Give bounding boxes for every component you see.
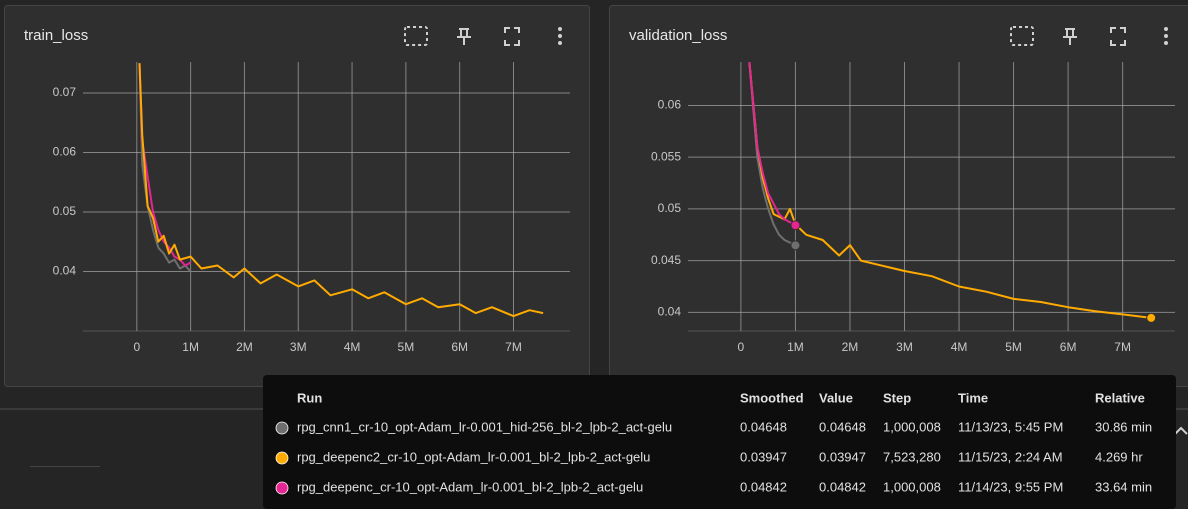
table-cell: 11/14/23, 9:55 PM [958, 479, 1063, 494]
y-tick-label: 0.05 [53, 204, 77, 218]
x-tick-label: 4M [344, 340, 361, 354]
x-tick-label: 1M [787, 340, 804, 354]
table-cell: 0.04842 [819, 479, 866, 494]
column-header: Relative [1095, 390, 1145, 405]
table-cell: 0.04648 [740, 419, 787, 434]
table-cell: 1,000,008 [883, 479, 941, 494]
series-line [748, 62, 1152, 319]
series-line [138, 63, 192, 267]
series-group [138, 63, 544, 318]
x-tick-label: 5M [398, 340, 415, 354]
x-tick-label: 6M [451, 340, 468, 354]
x-tick-label: 6M [1060, 340, 1077, 354]
table-cell: 33.64 min [1095, 479, 1152, 494]
x-tick-label: 0 [738, 340, 745, 354]
y-tick-label: 0.04 [53, 264, 77, 278]
table-cell: 11/15/23, 2:24 AM [958, 449, 1063, 464]
table-cell: rpg_deepenc2_cr-10_opt-Adam_lr-0.001_bl-… [297, 449, 650, 464]
card [609, 5, 1188, 387]
y-tick-label: 0.045 [651, 253, 681, 267]
collapse-icon[interactable] [1174, 426, 1188, 435]
table-cell: 0.04842 [740, 479, 787, 494]
table-cell: rpg_deepenc_cr-10_opt-Adam_lr-0.001_bl-2… [297, 479, 643, 494]
x-tick-label: 5M [1005, 340, 1022, 354]
fit-domain-button[interactable] [1010, 26, 1034, 46]
run-color [275, 421, 289, 435]
table-cell: 4.269 hr [1095, 449, 1143, 464]
y-tick-label: 0.05 [658, 201, 682, 215]
x-tick-label: 2M [842, 340, 859, 354]
plot: 0.04 0.05 0.06 0.07 0 1M 2M 3M 4M 5M 6M 7M [53, 62, 570, 354]
series-end-marker [1146, 312, 1157, 323]
x-tick-label: 7M [505, 340, 522, 354]
y-tick-label: 0.07 [53, 85, 77, 99]
card-toolbar [404, 26, 1168, 46]
x-tick-label: 4M [951, 340, 968, 354]
pin-button[interactable] [1063, 28, 1077, 45]
fit-domain-button[interactable] [404, 26, 428, 46]
tooltip: Run Smoothed Value Step Time Relative rpg_cnn1… [263, 375, 1176, 509]
column-header: Smoothed [740, 390, 804, 405]
run-color [275, 481, 289, 495]
y-tick-label: 0.06 [658, 98, 682, 112]
y-tick-label: 0.055 [651, 149, 681, 163]
column-header: Step [883, 390, 911, 405]
series-line [748, 62, 796, 227]
chart-title: validation_loss [629, 27, 727, 44]
series-end-marker [790, 240, 801, 251]
x-tick-label: 7M [1114, 340, 1131, 354]
x-tick-label: 0 [133, 340, 140, 354]
table-cell: 0.04648 [819, 419, 866, 434]
y-tick-label: 0.06 [53, 145, 77, 159]
x-tick-label: 1M [182, 340, 199, 354]
pin-button[interactable] [457, 28, 471, 45]
fullscreen-button[interactable] [1110, 27, 1126, 46]
table-cell: 0.03947 [819, 449, 866, 464]
x-tick-label: 3M [896, 340, 913, 354]
chart-title: train_loss [24, 27, 88, 44]
tooltip-background [263, 375, 1176, 509]
x-tick-label: 2M [236, 340, 253, 354]
series-end-marker [790, 220, 801, 231]
y-tick-label: 0.04 [658, 305, 682, 319]
fullscreen-button[interactable] [504, 27, 520, 46]
series-line [748, 62, 796, 247]
table-cell: 7,523,280 [883, 449, 941, 464]
column-header: Value [819, 390, 853, 405]
table-cell: rpg_cnn1_cr-10_opt-Adam_lr-0.001_hid-256… [297, 419, 672, 434]
menu-button[interactable] [1164, 27, 1168, 45]
x-tick-label: 3M [290, 340, 307, 354]
table-cell: 0.03947 [740, 449, 787, 464]
table-cell: 30.86 min [1095, 419, 1152, 434]
column-header: Run [297, 390, 322, 405]
column-header: Time [958, 390, 988, 405]
series-group [748, 62, 1152, 319]
plot: 0.04 0.045 0.05 0.055 0.06 0 1M 2M 3M 4M 5M 6M 7M [651, 62, 1175, 354]
card [4, 5, 590, 387]
table-cell: 1,000,008 [883, 419, 941, 434]
run-color [275, 451, 289, 465]
table-cell: 11/13/23, 5:45 PM [958, 419, 1063, 434]
menu-button[interactable] [558, 27, 562, 45]
series-line [138, 63, 544, 318]
divider [30, 466, 100, 467]
